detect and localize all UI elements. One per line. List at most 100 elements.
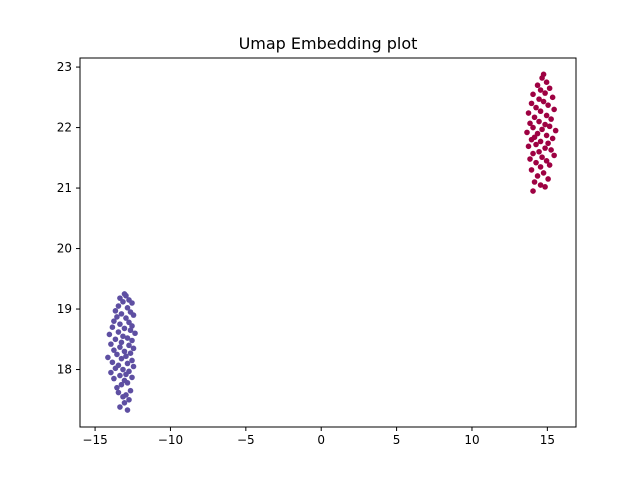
scatter-point [112,365,119,372]
x-tick-label: −15 [82,433,107,447]
scatter-point [542,121,548,128]
scatter-point [117,344,123,350]
scatter-point [123,315,129,321]
scatter-point [108,369,114,376]
scatter-point [537,138,544,145]
scatter-point [549,94,556,101]
scatter-point [114,384,120,391]
scatter-point [533,159,539,166]
scatter-point [545,176,551,182]
scatter-point [129,357,135,364]
scatter-point [539,154,545,161]
scatter-point [124,380,131,386]
scatter-point [126,396,132,403]
scatter-point [525,143,532,150]
scatter-point [132,330,138,337]
points-layer [105,71,559,413]
scatter-point [540,98,547,105]
scatter-point [530,124,536,131]
scatter-point [528,136,535,143]
scatter-point [124,407,131,413]
y-axis: 18 19 20 21 22 23 [57,60,80,377]
scatter-point [118,381,125,388]
x-axis: −15 −10 −5 0 5 10 15 [82,427,555,447]
scatter-point [109,324,116,330]
scatter-point [129,300,135,306]
x-tick-label: −5 [237,433,255,447]
scatter-point [117,372,123,379]
scatter-point [539,75,545,81]
scatter-point [112,336,119,343]
scatter-point [127,327,134,334]
x-tick-label: 10 [464,433,479,447]
scatter-point [528,100,535,107]
scatter-point [536,96,542,102]
scatter-point [114,351,120,358]
scatter-point [111,347,117,353]
scatter-point [105,354,111,361]
scatter-point [124,360,131,367]
y-tick-label: 18 [57,363,72,377]
scatter-point [120,366,126,373]
scatter-point [130,363,137,370]
scatter-point [543,112,550,119]
scatter-point [528,167,535,173]
scatter-point [534,82,541,89]
scatter-point [130,312,137,318]
scatter-point [525,110,532,116]
scatter-point [546,162,553,168]
scatter-point [124,305,131,311]
scatter-point [542,145,548,151]
scatter-point [117,321,123,327]
scatter-point [120,333,126,340]
x-tick-label: 15 [540,433,555,447]
scatter-point [112,308,119,314]
scatter-point [115,303,122,309]
chart-title: Umap Embedding plot [239,34,418,53]
scatter-point [118,311,125,317]
scatter-point [549,135,556,142]
scatter-point [111,318,117,324]
scatter-point [129,374,135,381]
y-tick-label: 19 [57,302,72,316]
scatter-point [117,404,123,410]
scatter-point [533,141,539,148]
scatter-point [111,375,117,382]
scatter-point [539,126,545,133]
scatter-point [106,331,113,338]
scatter-point [121,348,128,355]
scatter-point [109,359,116,366]
scatter-point [534,173,541,179]
scatter-point [531,114,538,121]
scatter-point [530,91,536,98]
scatter-point [536,148,542,155]
scatter-point [545,140,551,147]
scatter-point [115,329,122,335]
scatter-point [543,132,550,139]
scatter-point [114,314,120,320]
scatter-point [533,104,539,111]
scatter-point [115,389,122,396]
scatter-point [531,179,538,185]
scatter-point [123,292,129,299]
scatter-point [537,108,544,115]
scatter-point [546,123,553,130]
x-tick-label: −10 [158,433,183,447]
scatter-point [542,90,548,96]
scatter-point [121,400,128,406]
axes-frame [79,57,577,428]
scatter-point [123,371,129,378]
scatter-point [530,188,536,194]
scatter-point [546,85,553,92]
scatter-point [540,170,547,176]
y-tick-label: 21 [57,181,72,195]
x-tick-label: 5 [393,433,401,447]
scatter-point [537,164,544,170]
scatter-point [118,355,125,362]
scatter-point [120,298,126,305]
scatter-point [552,127,559,134]
scatter-point [542,184,548,190]
scatter-point [537,182,544,188]
